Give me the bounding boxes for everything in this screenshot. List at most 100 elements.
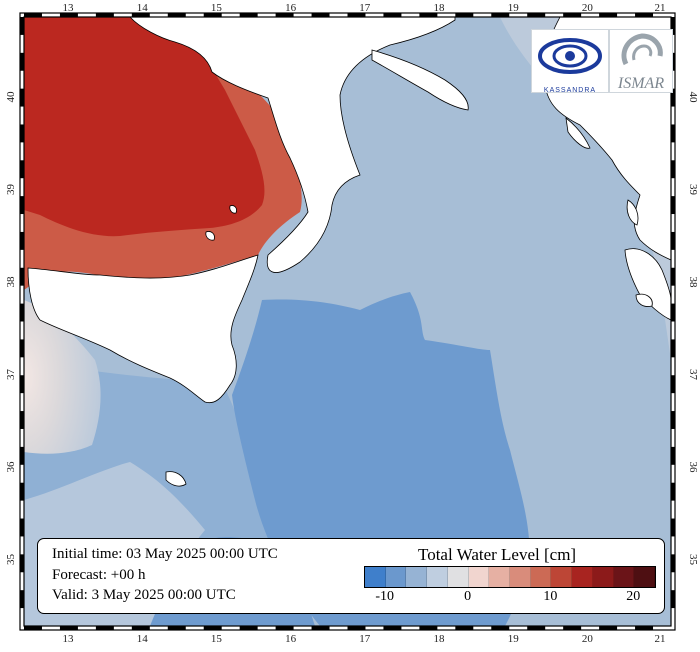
frame-tick xyxy=(20,554,24,573)
frame-tick xyxy=(20,124,24,143)
lat-tick-label: 38 xyxy=(5,276,17,288)
eye-swirl-logo-icon xyxy=(538,38,602,74)
frame-tick xyxy=(20,303,24,322)
frame-tick xyxy=(419,13,438,17)
lon-tick-label: 18 xyxy=(434,633,446,645)
frame-tick xyxy=(671,375,675,394)
lat-tick-label: 38 xyxy=(687,277,699,289)
frame-tick xyxy=(20,590,24,609)
frame-tick xyxy=(311,626,330,630)
frame-tick xyxy=(563,13,582,17)
frame-tick xyxy=(203,626,222,630)
frame-tick xyxy=(239,626,258,630)
frame-tick xyxy=(20,518,24,537)
frame-tick xyxy=(527,626,546,630)
lon-tick-label: 13 xyxy=(63,633,75,645)
info-legend-panel xyxy=(37,538,665,614)
ismar-logo-caption: ISMAR xyxy=(617,75,665,92)
colorbar-segment xyxy=(427,567,448,587)
ismar-logo-icon xyxy=(621,33,663,66)
lon-tick-label: 16 xyxy=(285,633,297,645)
frame-tick xyxy=(671,446,675,465)
land-zakynthos xyxy=(635,293,653,307)
colorbar-segment xyxy=(489,567,511,587)
frame-tick xyxy=(563,626,582,630)
initial-time-text: Initial time: 03 May 2025 00:00 UTC xyxy=(52,546,278,562)
lon-tick-label: 15 xyxy=(211,2,223,14)
frame-tick xyxy=(20,411,24,429)
longitude-labels-top: 13 14 15 16 17 18 19 20 21 xyxy=(63,2,666,14)
frame-tick xyxy=(24,626,42,630)
lon-tick-label: 17 xyxy=(359,2,371,14)
lat-tick-label: 39 xyxy=(5,184,17,196)
lat-tick-label: 37 xyxy=(5,369,17,381)
lat-tick-label: 36 xyxy=(5,461,17,473)
lat-tick-label: 37 xyxy=(687,369,699,381)
frame-tick xyxy=(20,339,24,358)
frame-tick xyxy=(671,124,675,143)
frame-tick xyxy=(491,626,510,630)
frame-tick xyxy=(20,231,24,250)
frame-tick xyxy=(95,626,114,630)
colorbar-segment xyxy=(385,567,407,587)
ismar-logo: ISMAR xyxy=(609,29,673,93)
lon-tick-label: 14 xyxy=(137,633,149,645)
colorbar-segment xyxy=(406,567,428,587)
frame-tick xyxy=(599,13,618,17)
colorbar xyxy=(364,566,656,588)
frame-tick xyxy=(59,13,78,17)
frame-tick xyxy=(671,88,675,107)
lat-tick-label: 35 xyxy=(687,554,699,566)
frame-tick xyxy=(671,411,675,429)
frame-tick xyxy=(131,13,150,17)
lon-tick-label: 20 xyxy=(582,2,594,14)
frame-tick xyxy=(635,13,654,17)
frame-tick xyxy=(491,13,510,17)
colorbar-segment xyxy=(634,567,656,587)
frame-tick xyxy=(20,446,24,465)
frame-tick xyxy=(383,13,402,17)
frame-tick xyxy=(671,267,675,286)
lon-tick-label: 19 xyxy=(508,633,520,645)
frame-tick xyxy=(167,626,186,630)
forecast-text: Forecast: +00 h xyxy=(52,567,146,583)
land-peloponnese xyxy=(624,248,671,321)
frame-tick xyxy=(671,339,675,358)
colorbar-tick-label: -10 xyxy=(375,589,395,604)
lat-tick-label: 40 xyxy=(5,91,17,103)
frame-tick xyxy=(95,13,114,17)
frame-tick xyxy=(527,13,546,17)
frame-tick xyxy=(635,626,654,630)
longitude-labels-bottom: 13 14 15 16 17 18 19 20 21 xyxy=(63,633,666,645)
colorbar-segment xyxy=(447,567,469,587)
frame-tick xyxy=(20,160,24,179)
colorbar-segment xyxy=(572,567,593,587)
valid-time-text: Valid: 3 May 2025 00:00 UTC xyxy=(52,587,236,603)
colorbar-tick-label: 20 xyxy=(626,589,641,604)
frame-tick xyxy=(20,267,24,286)
land-aeolian xyxy=(205,205,237,241)
colorbar-segment xyxy=(613,567,635,587)
frame-tick xyxy=(20,375,24,394)
frame-tick xyxy=(671,196,675,215)
lon-tick-label: 17 xyxy=(359,633,371,645)
lat-tick-label: 40 xyxy=(687,92,699,104)
frame-tick xyxy=(383,626,402,630)
latitude-labels-left: 35 36 37 38 39 40 xyxy=(5,91,17,565)
lon-tick-label: 18 xyxy=(434,2,446,14)
legend-title: Total Water Level [cm] xyxy=(418,545,577,564)
frame-tick xyxy=(239,13,258,17)
kassandra-logo: KASSANDRA xyxy=(531,29,609,94)
sea-positive-core xyxy=(24,17,265,237)
frame-tick xyxy=(275,13,294,17)
lon-tick-label: 14 xyxy=(137,2,149,14)
sea-near-zero-patch xyxy=(24,300,101,454)
frame-tick xyxy=(671,590,675,609)
lon-tick-label: 15 xyxy=(211,633,223,645)
frame-tick xyxy=(455,626,474,630)
frame-tick xyxy=(203,13,222,17)
frame-tick xyxy=(671,482,675,501)
frame-tick xyxy=(24,13,42,17)
kassandra-logo-caption: KASSANDRA xyxy=(543,87,597,94)
colorbar-segment xyxy=(510,567,531,587)
